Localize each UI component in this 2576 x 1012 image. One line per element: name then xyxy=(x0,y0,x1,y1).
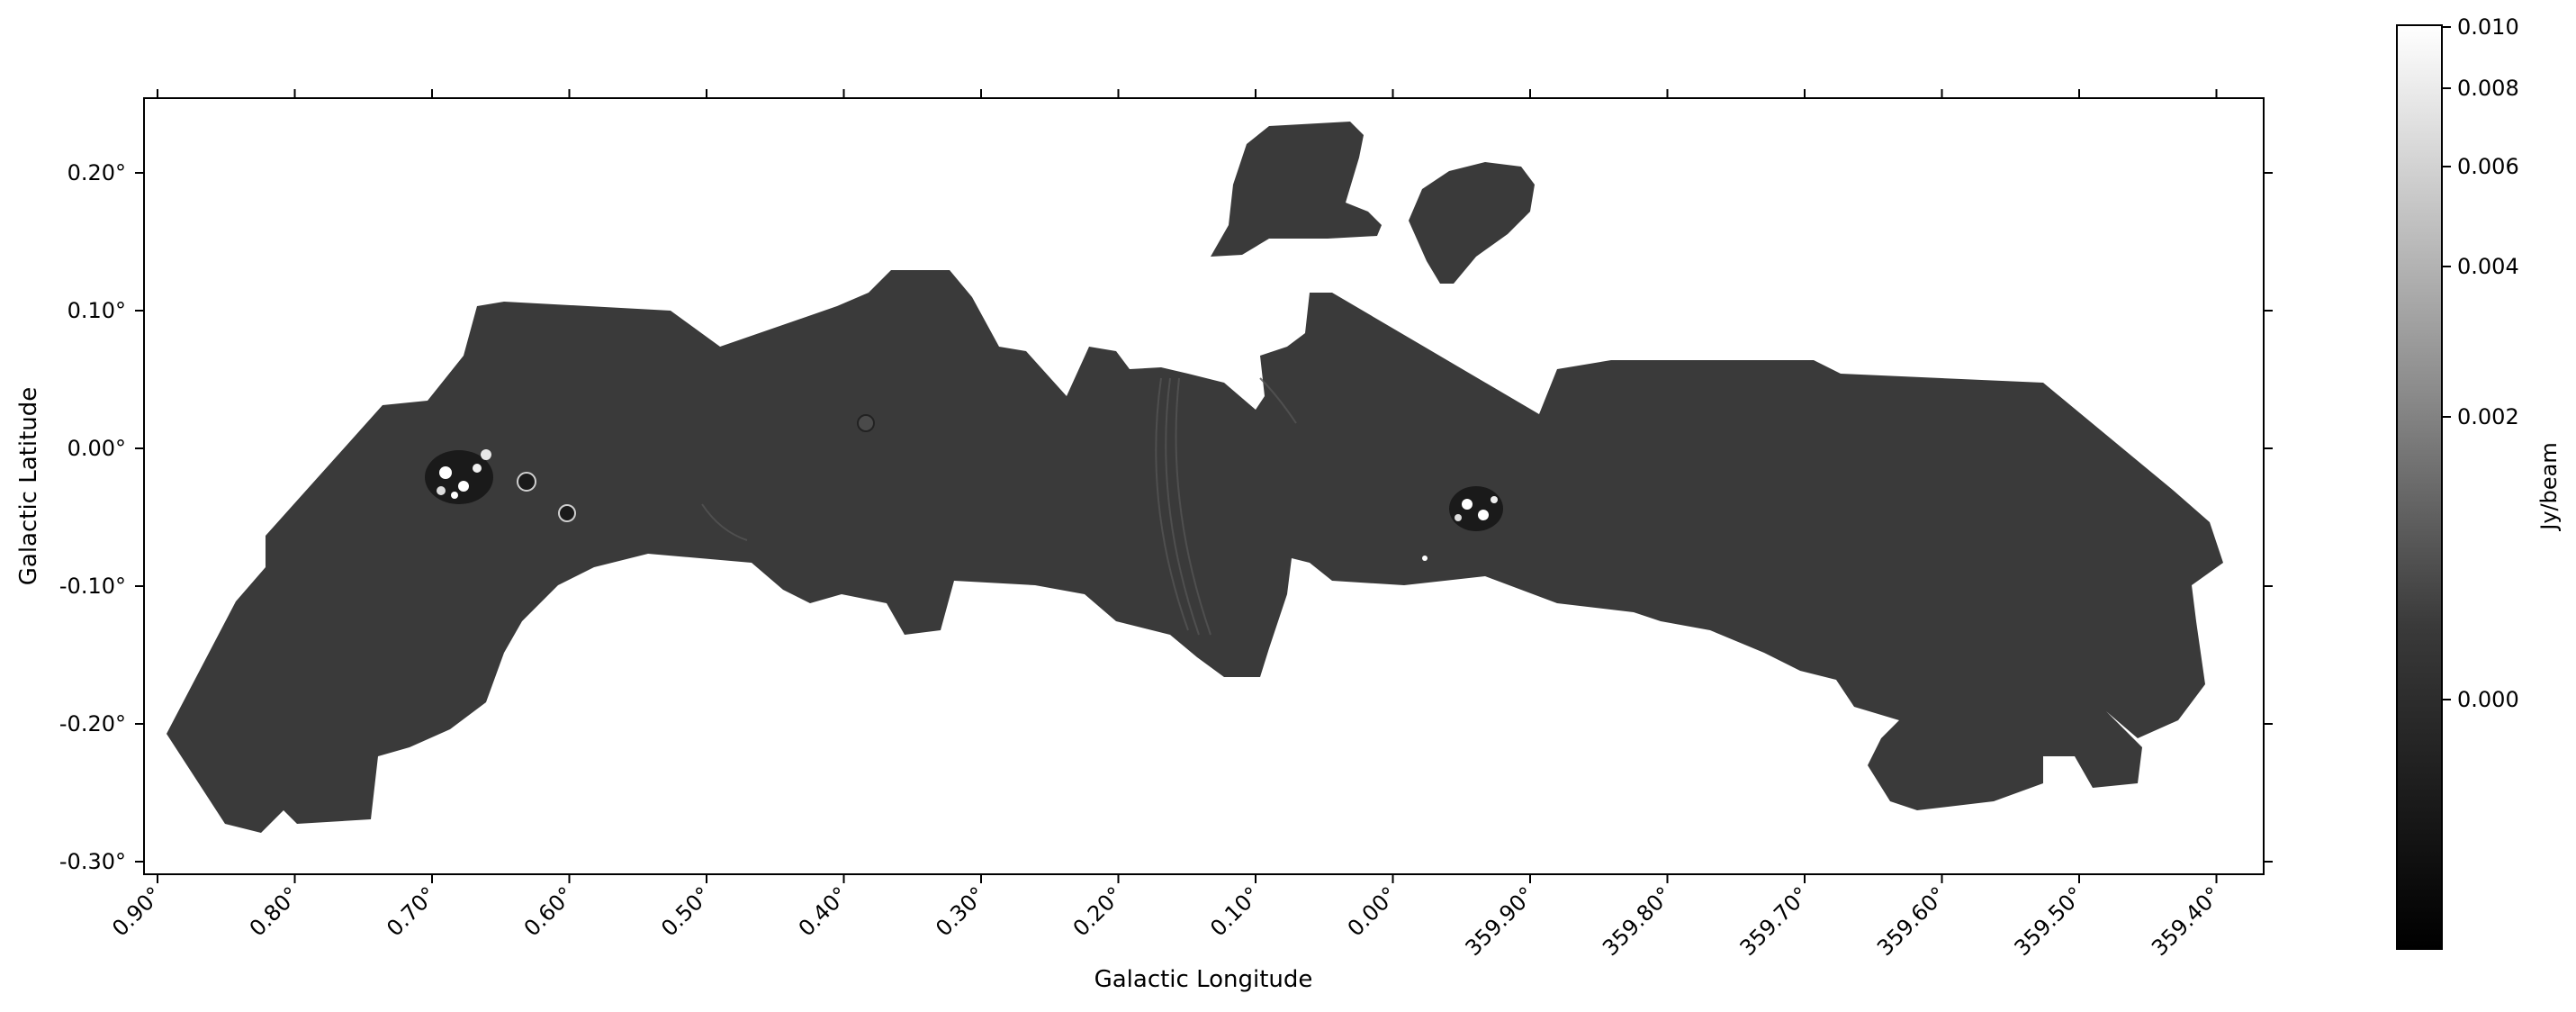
x-tick-label: 0.10° xyxy=(1205,881,1265,941)
mosaic-island-east xyxy=(1409,162,1535,284)
y-axis-ticks: 0.20° 0.10° 0.00° -0.10° -0.20° -0.30° xyxy=(59,160,2273,874)
colorbar-tick-label: 0.000 xyxy=(2457,687,2519,712)
x-tick-label: 0.50° xyxy=(656,881,716,941)
y-tick-label: 0.00° xyxy=(68,436,126,461)
colorbar-ticks: 0.010 0.008 0.006 0.004 0.002 0.000 xyxy=(2442,14,2519,712)
radio-mosaic-image xyxy=(167,122,2223,833)
y-tick-label: 0.10° xyxy=(68,298,126,323)
y-tick-label: -0.30° xyxy=(59,849,126,874)
colorbar xyxy=(2396,24,2443,950)
x-tick-label: 359.70° xyxy=(1735,881,1815,961)
y-tick-label: -0.10° xyxy=(59,574,126,599)
mosaic-main-region xyxy=(167,270,2223,833)
y-tick-label: -0.20° xyxy=(59,711,126,736)
y-axis-title: Galactic Latitude xyxy=(15,387,42,586)
x-tick-label: 359.40° xyxy=(2147,881,2226,961)
source-cluster-west xyxy=(425,449,576,522)
x-tick-label: 359.90° xyxy=(1461,881,1540,961)
colorbar-tick-label: 0.010 xyxy=(2457,14,2519,40)
y-tick-label: 0.20° xyxy=(68,160,126,185)
x-tick-label: 0.00° xyxy=(1343,881,1402,941)
x-tick-label: 0.60° xyxy=(519,881,579,941)
x-tick-label: 359.50° xyxy=(2010,881,2089,961)
colorbar-tick-label: 0.008 xyxy=(2457,76,2519,101)
x-axis-title: Galactic Longitude xyxy=(1094,966,1313,993)
colorbar-tick-label: 0.004 xyxy=(2457,254,2519,279)
x-tick-label: 0.80° xyxy=(245,881,304,941)
colorbar-label: Jy/beam xyxy=(2536,442,2562,531)
faint-structures xyxy=(701,377,1297,636)
axes-frame xyxy=(143,97,2265,875)
colorbar-tick-label: 0.002 xyxy=(2457,404,2519,429)
x-tick-label: 0.20° xyxy=(1068,881,1128,941)
source-cluster-central xyxy=(1422,486,1503,561)
mosaic-island-west xyxy=(1211,122,1382,257)
x-tick-label: 0.30° xyxy=(931,881,990,941)
x-tick-label: 359.60° xyxy=(1872,881,1951,961)
x-tick-label: 0.70° xyxy=(382,881,441,941)
x-tick-label: 0.40° xyxy=(794,881,853,941)
x-tick-label: 359.80° xyxy=(1598,881,1677,961)
x-tick-label: 0.90° xyxy=(107,881,167,941)
colorbar-tick-label: 0.006 xyxy=(2457,154,2519,179)
compact-source-mid xyxy=(857,414,875,432)
